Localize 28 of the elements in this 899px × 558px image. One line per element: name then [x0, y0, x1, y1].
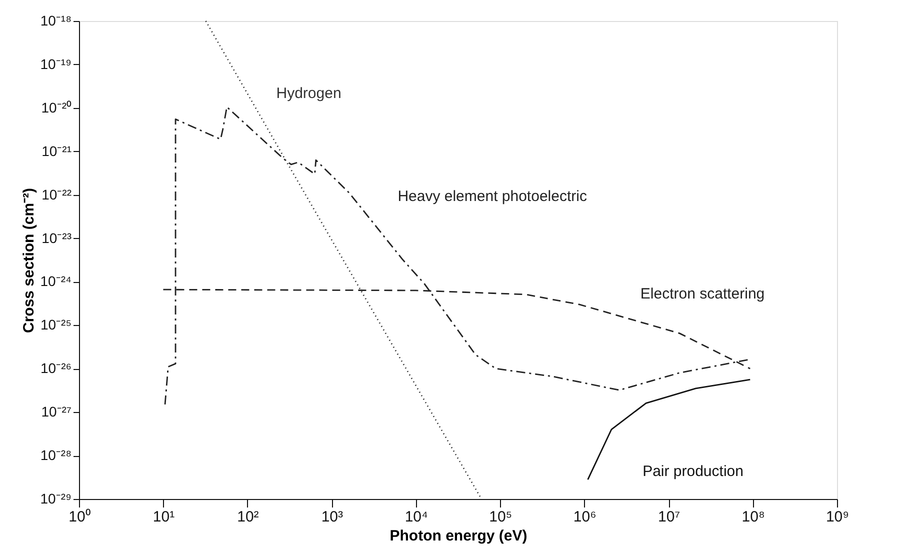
- y-tick-label: 10⁻²⁵: [40, 316, 72, 333]
- text: Heavy element photoelectric: [398, 188, 588, 206]
- y-tick-label: 10⁻²¹: [42, 142, 72, 159]
- y-tick-label: 10⁻²⁷: [41, 404, 72, 420]
- series-label: Electron scattering: [640, 285, 765, 302]
- y-axis-title: Cross section (cm⁻²): [20, 188, 38, 334]
- series-label: Hydrogen: [276, 85, 342, 102]
- x-tick-label: 10⁶: [573, 508, 596, 526]
- y-tick-label: 10⁻²³: [42, 230, 72, 246]
- y-tick-label: 10⁻¹⁹: [40, 56, 72, 72]
- x-tick-label: 10⁹: [826, 508, 850, 526]
- x-tick-label: 10⁵: [489, 508, 512, 526]
- y-tick-label: 10⁻²²: [42, 186, 72, 202]
- x-tick-label: 10³: [321, 508, 344, 526]
- x-tick-label: 10⁴: [404, 508, 428, 526]
- x-tick-label: 10¹: [152, 508, 175, 526]
- x-axis-title: Photon energy (eV): [390, 528, 528, 544]
- y-tick-label: 10⁻²⁴: [40, 273, 72, 290]
- y-tick-label: 10⁻¹⁸: [40, 12, 72, 28]
- x-tick-label: 10⁰: [68, 508, 90, 526]
- x-tick-label: 10²: [237, 508, 259, 526]
- x-tick-label: 10⁸: [742, 508, 765, 526]
- text: Pair production: [642, 463, 744, 480]
- y-tick-label: 10⁻²⁸: [40, 447, 72, 464]
- y-tick-label: 10⁻²⁰: [41, 99, 72, 116]
- y-tick-label: 10⁻²⁹: [40, 490, 72, 506]
- y-tick-label: 10⁻²⁶: [40, 360, 72, 376]
- x-tick-label: 10⁷: [658, 508, 680, 526]
